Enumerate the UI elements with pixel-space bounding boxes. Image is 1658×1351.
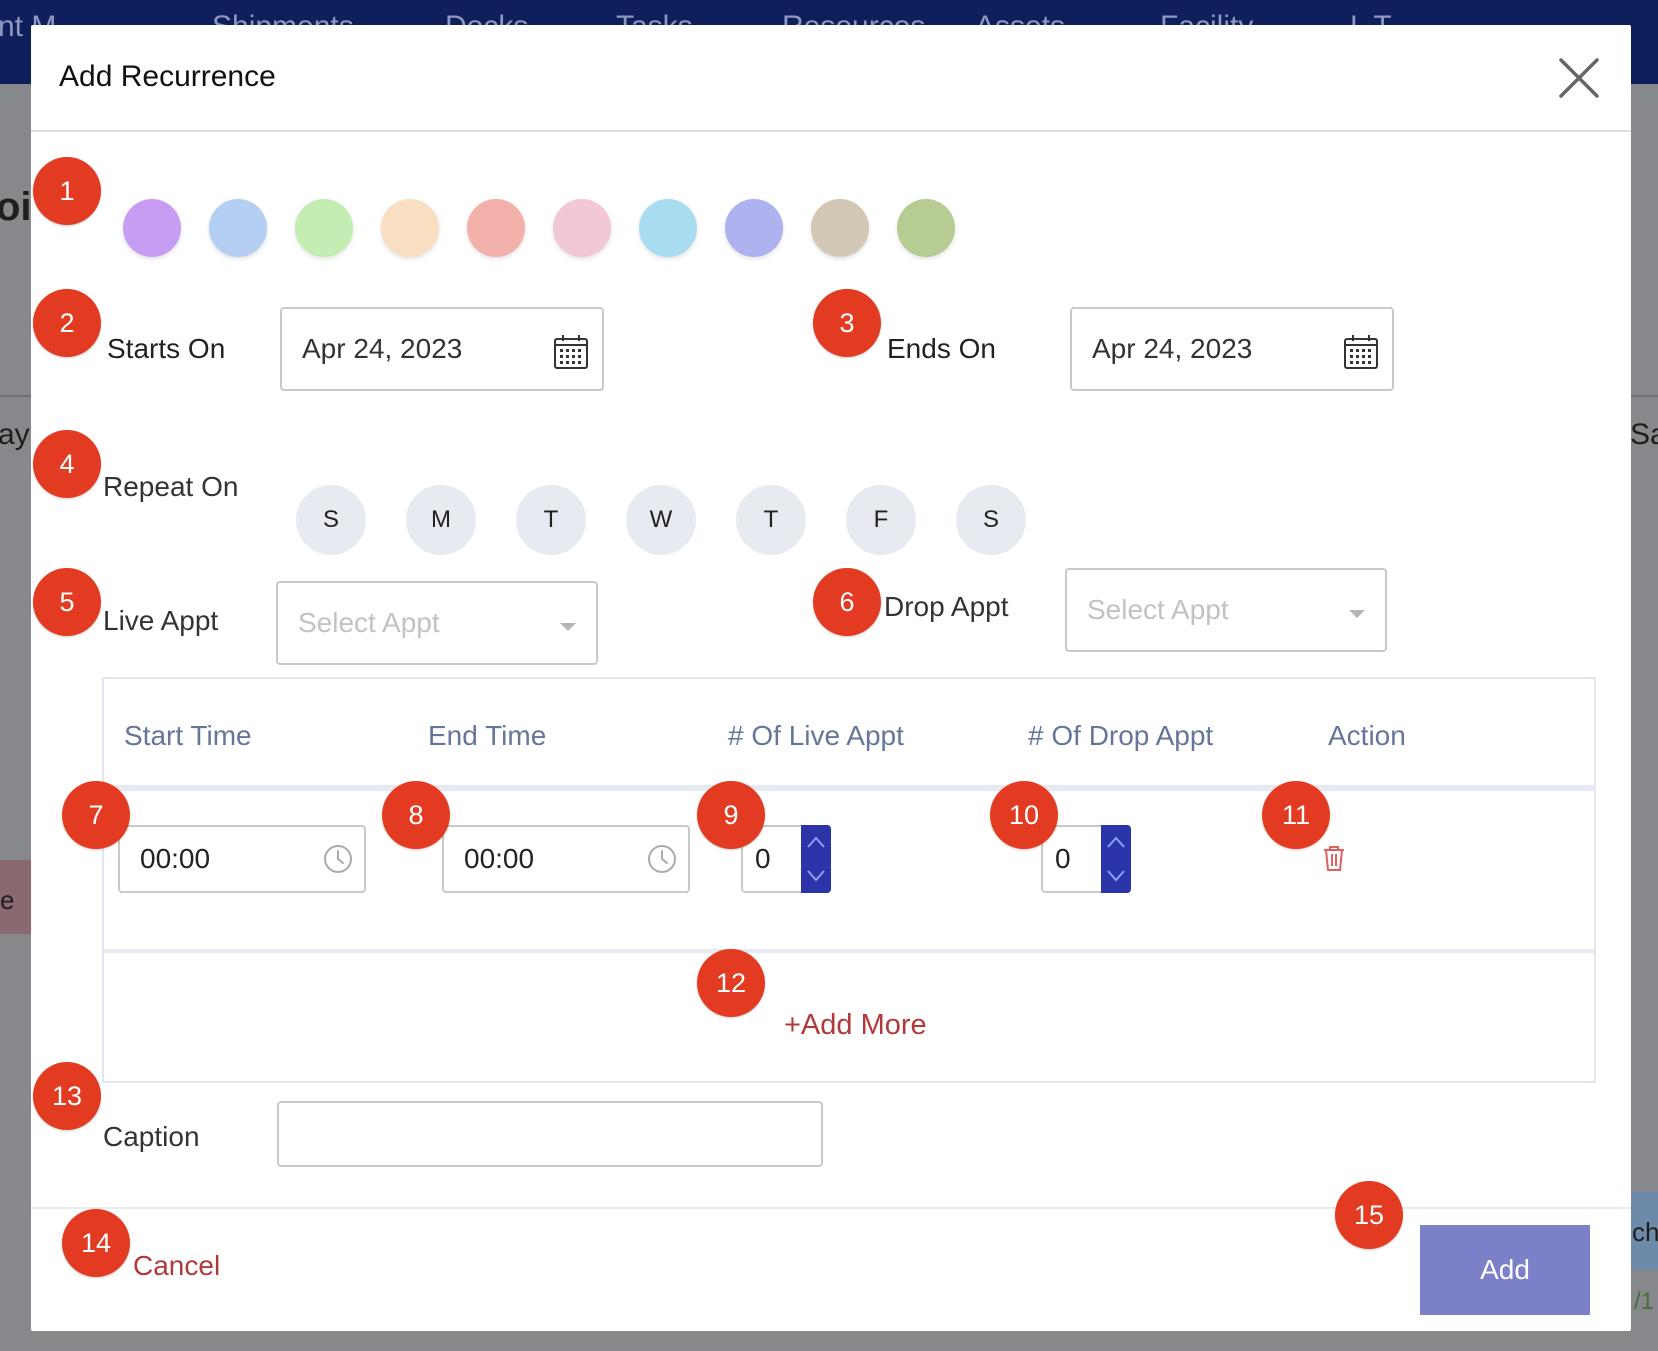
drop-count-stepper[interactable]: 0 [1041,825,1131,893]
caption-label: Caption [103,1121,200,1152]
bg-event-chip [0,860,32,934]
annotation-marker: 5 [33,568,101,636]
drop-appt-placeholder: Select Appt [1087,594,1229,625]
spinner-buttons[interactable] [801,825,831,893]
chevron-down-icon [560,623,576,631]
spinner-buttons[interactable] [1101,825,1131,893]
annotation-marker: 2 [33,289,101,357]
day-toggle-saturday[interactable]: S [956,485,1026,555]
drop-appt-label: Drop Appt [884,591,1009,622]
color-swatch[interactable] [467,199,525,257]
add-recurrence-modal: Add Recurrence Starts On Apr 24, 2023 En… [31,25,1631,1331]
caption-input[interactable] [277,1101,823,1167]
clock-icon [324,845,352,873]
starts-on-value: Apr 24, 2023 [302,333,463,364]
add-more-link[interactable]: +Add More [784,1009,927,1041]
color-swatch[interactable] [639,199,697,257]
drop-count-value: 0 [1055,843,1071,874]
annotation-marker: 3 [813,289,881,357]
starts-on-date-input[interactable]: Apr 24, 2023 [280,307,604,391]
ends-on-date-input[interactable]: Apr 24, 2023 [1070,307,1394,391]
day-toggle-friday[interactable]: F [846,485,916,555]
end-time-input[interactable]: 00:00 [442,825,690,893]
color-swatch[interactable] [897,199,955,257]
day-toggle-sunday[interactable]: S [296,485,366,555]
day-toggle-thursday[interactable]: T [736,485,806,555]
bg-day-label: ay [0,418,30,451]
close-icon[interactable] [1556,55,1602,101]
header-drop-count: # Of Drop Appt [1028,720,1214,751]
trash-icon[interactable] [1321,843,1347,873]
annotation-marker: 15 [1335,1181,1403,1249]
color-swatch[interactable] [811,199,869,257]
end-time-value: 00:00 [464,843,535,874]
live-appt-label: Live Appt [103,605,219,636]
color-swatch[interactable] [553,199,611,257]
bg-small-text: /1 [1634,1288,1655,1315]
live-count-stepper[interactable]: 0 [741,825,831,893]
annotation-marker: 13 [33,1062,101,1130]
add-button[interactable]: Add [1420,1225,1590,1315]
header-end-time: End Time [428,720,547,751]
clock-icon [648,845,676,873]
live-appt-placeholder: Select Appt [298,607,440,638]
drop-appt-select[interactable]: Select Appt [1065,568,1387,652]
ends-on-label: Ends On [887,333,996,364]
header-live-count: # Of Live Appt [728,720,904,751]
time-slots-table: Start Time End Time # Of Live Appt # Of … [102,677,1596,1083]
repeat-on-label: Repeat On [103,471,239,502]
day-toggle-wednesday[interactable]: W [626,485,696,555]
calendar-icon[interactable] [1342,333,1380,371]
header-start-time: Start Time [124,720,252,751]
day-toggle-monday[interactable]: M [406,485,476,555]
annotation-marker: 9 [697,781,765,849]
footer-divider [31,1207,1631,1209]
annotation-marker: 14 [62,1209,130,1277]
color-swatch[interactable] [381,199,439,257]
bg-day-label: Sa [1630,418,1658,451]
modal-title: Add Recurrence [59,60,276,93]
start-time-input[interactable]: 00:00 [118,825,366,893]
color-swatch[interactable] [725,199,783,257]
annotation-marker: 4 [33,430,101,498]
annotation-marker: 10 [990,781,1058,849]
annotation-marker: 11 [1262,781,1330,849]
start-time-value: 00:00 [140,843,211,874]
header-action: Action [1328,720,1406,751]
header-divider [104,785,1594,791]
bg-chip-text: e [0,885,15,915]
color-swatch[interactable] [123,199,181,257]
annotation-marker: 8 [382,781,450,849]
live-count-value: 0 [755,843,771,874]
calendar-icon[interactable] [552,333,590,371]
cancel-button[interactable]: Cancel [133,1250,221,1281]
bg-divider [0,395,31,397]
header-divider [31,130,1631,132]
bg-divider [1631,395,1658,397]
starts-on-label: Starts On [107,333,226,364]
color-swatch[interactable] [295,199,353,257]
annotation-marker: 6 [813,568,881,636]
annotation-marker: 7 [62,781,130,849]
row-divider [104,949,1594,953]
day-toggle-tuesday[interactable]: T [516,485,586,555]
annotation-marker: 1 [33,157,101,225]
ends-on-value: Apr 24, 2023 [1092,333,1253,364]
color-swatch[interactable] [209,199,267,257]
chevron-down-icon [1349,610,1365,618]
live-appt-select[interactable]: Select Appt [276,581,598,665]
bg-chip-text: che [1632,1217,1658,1247]
bg-event-chip [1628,1192,1658,1270]
annotation-marker: 12 [697,949,765,1017]
